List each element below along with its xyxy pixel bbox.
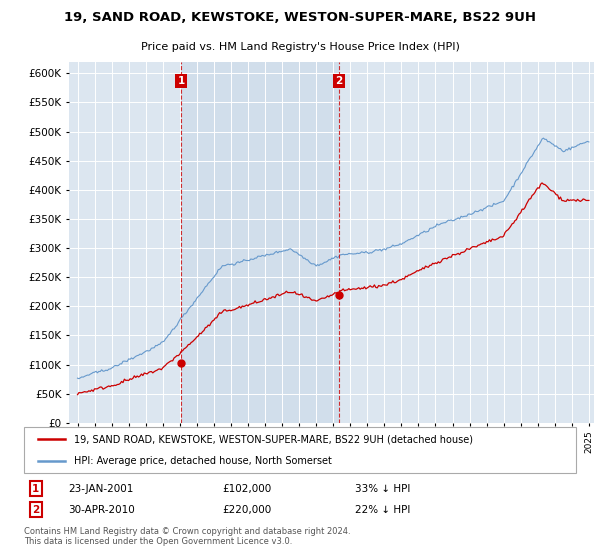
FancyBboxPatch shape [24, 427, 576, 473]
Text: 19, SAND ROAD, KEWSTOKE, WESTON-SUPER-MARE, BS22 9UH: 19, SAND ROAD, KEWSTOKE, WESTON-SUPER-MA… [64, 11, 536, 24]
Text: Contains HM Land Registry data © Crown copyright and database right 2024.
This d: Contains HM Land Registry data © Crown c… [24, 526, 350, 546]
Text: Price paid vs. HM Land Registry's House Price Index (HPI): Price paid vs. HM Land Registry's House … [140, 42, 460, 52]
Text: 1: 1 [178, 76, 185, 86]
Bar [181, 62, 339, 423]
Text: HPI: Average price, detached house, North Somerset: HPI: Average price, detached house, Nort… [74, 456, 332, 466]
Text: 1: 1 [32, 484, 40, 493]
Text: 2: 2 [32, 505, 40, 515]
Text: 30-APR-2010: 30-APR-2010 [68, 505, 135, 515]
Text: £102,000: £102,000 [223, 484, 272, 493]
Text: 23-JAN-2001: 23-JAN-2001 [68, 484, 134, 493]
Text: 33% ↓ HPI: 33% ↓ HPI [355, 484, 410, 493]
Text: £220,000: £220,000 [223, 505, 272, 515]
Text: 22% ↓ HPI: 22% ↓ HPI [355, 505, 410, 515]
Text: 2: 2 [335, 76, 343, 86]
Text: 19, SAND ROAD, KEWSTOKE, WESTON-SUPER-MARE, BS22 9UH (detached house): 19, SAND ROAD, KEWSTOKE, WESTON-SUPER-MA… [74, 434, 473, 444]
